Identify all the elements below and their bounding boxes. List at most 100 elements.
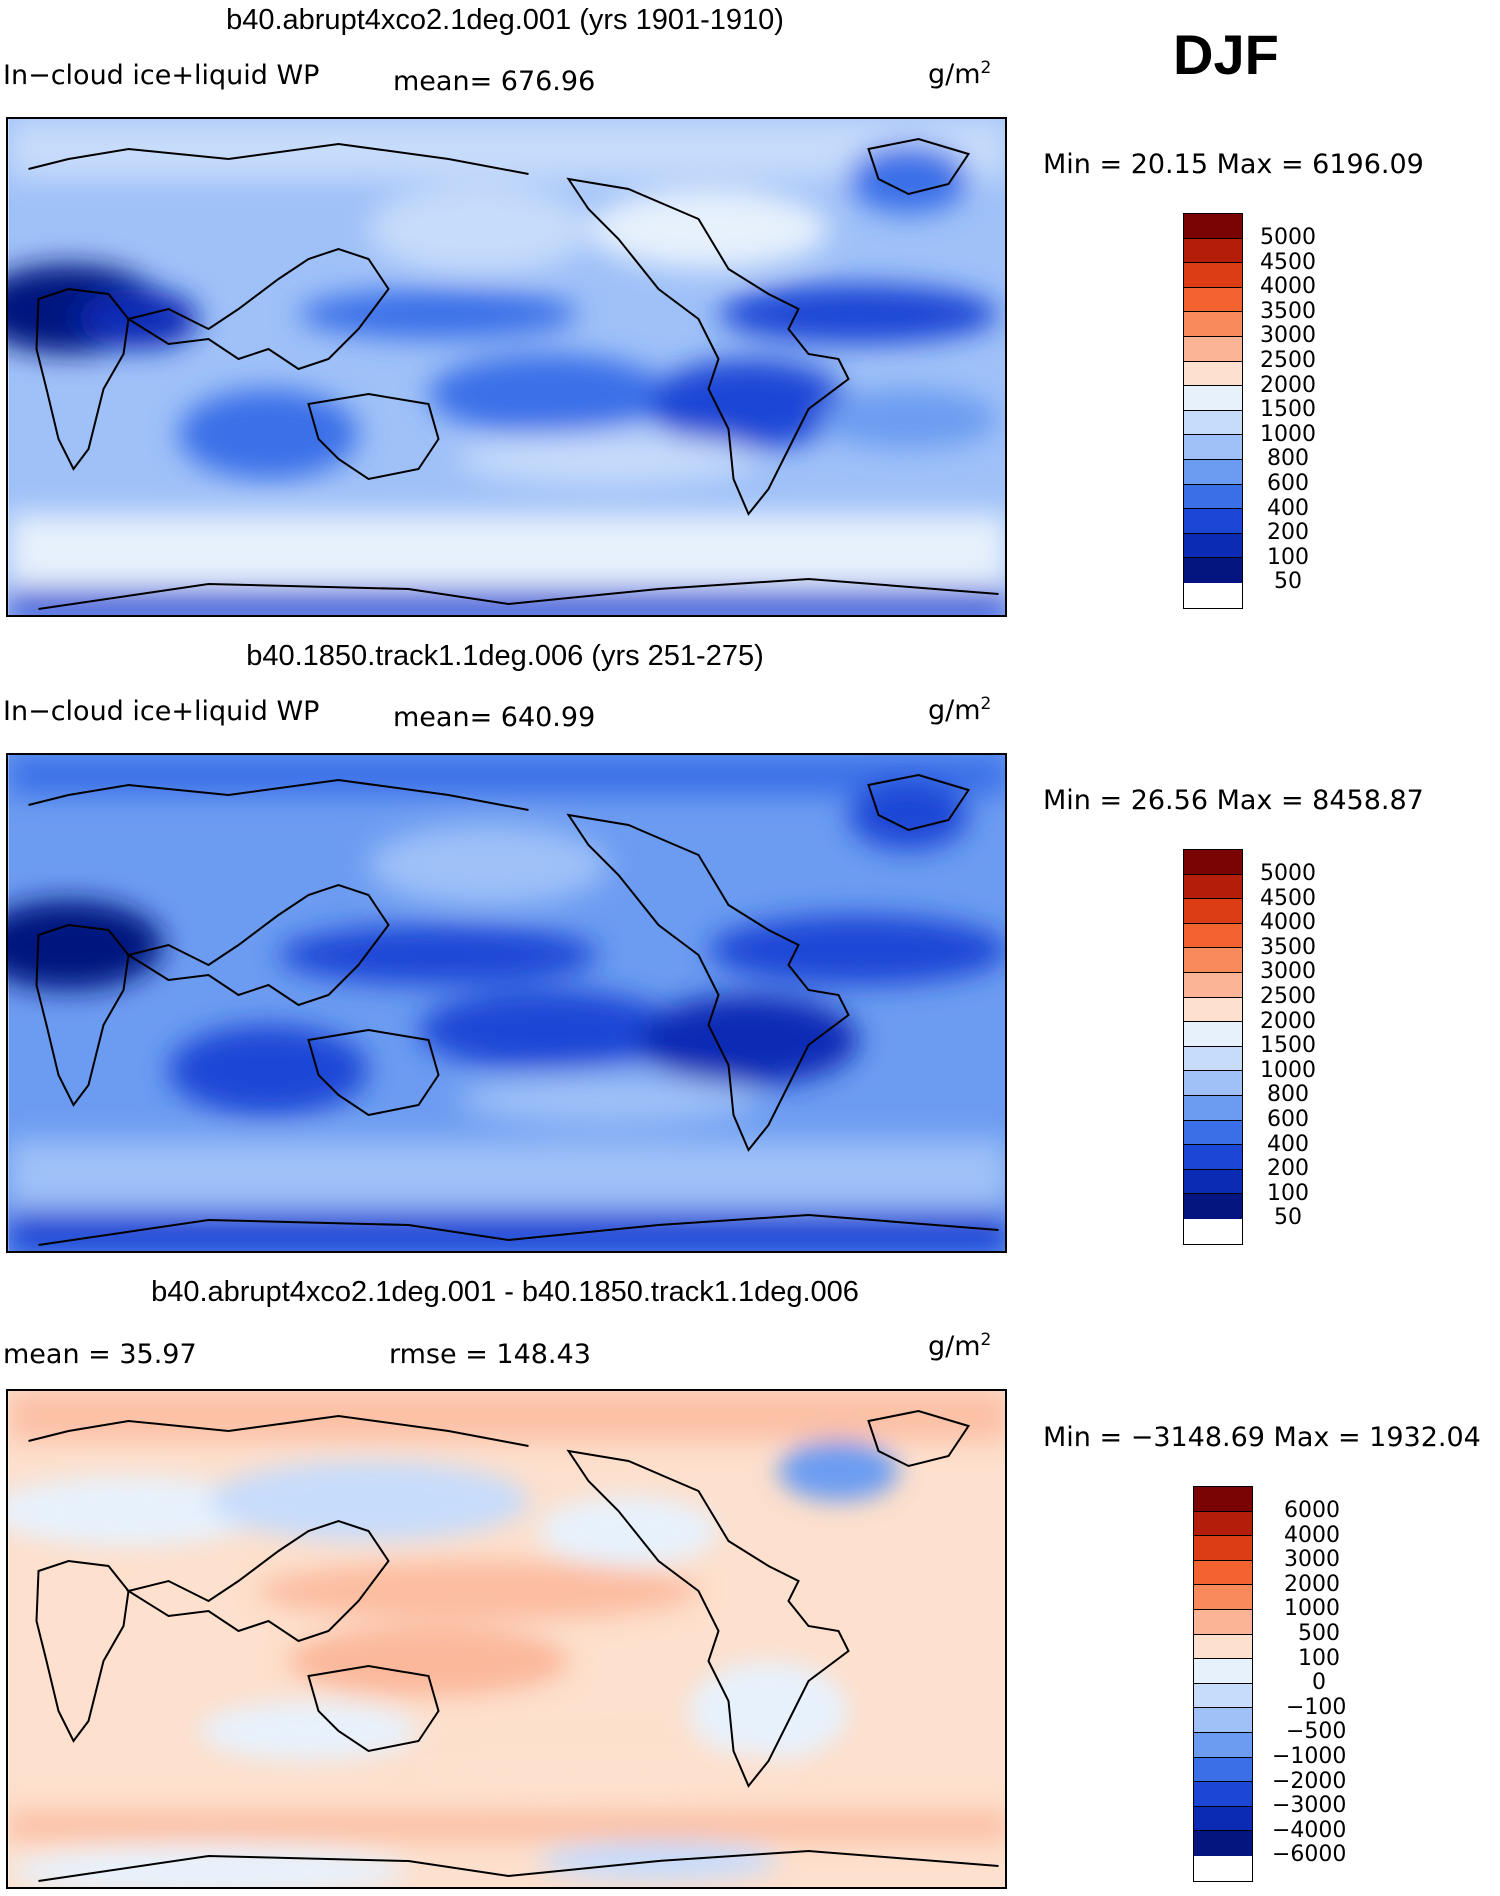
panel2-tick: 50 bbox=[1274, 1205, 1302, 1231]
panel3-tick: 0 bbox=[1312, 1670, 1326, 1696]
panel3-tick: −6000 bbox=[1272, 1842, 1347, 1868]
panel2-colorbar-bin-13 bbox=[1184, 1169, 1242, 1195]
panel2-colorbar-bin-1 bbox=[1184, 874, 1242, 900]
panel1-tick: 100 bbox=[1267, 544, 1309, 570]
panel1-colorbar-bin-2 bbox=[1184, 263, 1242, 288]
panel1-tick: 3000 bbox=[1260, 323, 1316, 349]
panel1-colorbar-bin-6 bbox=[1184, 361, 1242, 387]
panel3-map bbox=[6, 1389, 1007, 1889]
panel3-tick: 100 bbox=[1298, 1645, 1340, 1671]
panel1-mean: mean= 676.96 bbox=[393, 66, 596, 97]
panel2-colorbar bbox=[1183, 849, 1243, 1245]
panel2-variable-label: In−cloud ice+liquid WP bbox=[3, 696, 320, 727]
panel1-title: b40.abrupt4xco2.1deg.001 (yrs 1901-1910) bbox=[226, 4, 784, 36]
panel3-tick: −100 bbox=[1286, 1694, 1347, 1720]
panel3-rmse: rmse = 148.43 bbox=[389, 1339, 591, 1370]
panel3-colorbar-bin-3 bbox=[1194, 1560, 1252, 1586]
panel2-tick: 600 bbox=[1267, 1107, 1309, 1132]
panel1-variable-label: In−cloud ice+liquid WP bbox=[3, 60, 320, 91]
panel3-tick: 500 bbox=[1298, 1621, 1340, 1646]
panel3-colorbar-bin-7 bbox=[1194, 1659, 1252, 1684]
panel2-tick: 1500 bbox=[1260, 1033, 1316, 1059]
panel2-tick: 200 bbox=[1267, 1156, 1309, 1182]
panel1-tick: 1500 bbox=[1260, 397, 1316, 423]
panel1-map bbox=[6, 117, 1007, 617]
panel1-colorbar bbox=[1183, 213, 1243, 609]
panel2-mean: mean= 640.99 bbox=[393, 702, 596, 733]
panel1-tick: 2000 bbox=[1260, 372, 1316, 398]
panel2-map bbox=[6, 753, 1007, 1253]
panel3-colorbar-bin-4 bbox=[1194, 1585, 1252, 1610]
panel2-tick: 400 bbox=[1267, 1131, 1309, 1157]
panel1-colorbar-bin-7 bbox=[1184, 386, 1242, 411]
panel2-colorbar-bin-12 bbox=[1184, 1145, 1242, 1170]
panel3-colorbar-bin-5 bbox=[1194, 1609, 1252, 1635]
panel1-tick: 50 bbox=[1274, 569, 1302, 595]
panel3-tick: 2000 bbox=[1284, 1571, 1340, 1597]
panel1-tick: 2500 bbox=[1260, 348, 1316, 373]
panel2-colorbar-bin-0 bbox=[1184, 850, 1242, 875]
panel2-tick: 3000 bbox=[1260, 959, 1316, 985]
panel2-colorbar-bin-8 bbox=[1184, 1046, 1242, 1072]
panel3-colorbar-bin-10 bbox=[1194, 1732, 1252, 1758]
panel3-colorbar bbox=[1193, 1486, 1253, 1882]
panel2-tick: 1000 bbox=[1260, 1057, 1316, 1083]
panel3-colorbar-bin-8 bbox=[1194, 1683, 1252, 1709]
panel3-colorbar-bin-14 bbox=[1194, 1831, 1252, 1856]
panel3-title: b40.abrupt4xco2.1deg.001 - b40.1850.trac… bbox=[151, 1276, 859, 1308]
panel2-colorbar-bin-5 bbox=[1184, 972, 1242, 998]
panel1-colorbar-bin-12 bbox=[1184, 509, 1242, 534]
panel1-colorbar-bin-8 bbox=[1184, 410, 1242, 436]
panel1-colorbar-bin-13 bbox=[1184, 533, 1242, 559]
panel3-colorbar-bin-12 bbox=[1194, 1782, 1252, 1807]
panel2-minmax: Min = 26.56 Max = 8458.87 bbox=[1043, 785, 1424, 816]
panel3-tick: −2000 bbox=[1272, 1768, 1347, 1794]
panel1-tick: 800 bbox=[1267, 446, 1309, 472]
panel3-unit: g/m2 bbox=[928, 1330, 992, 1362]
panel1-colorbar-bin-3 bbox=[1184, 287, 1242, 313]
panel2-colorbar-bin-11 bbox=[1184, 1120, 1242, 1146]
panel2-tick: 2000 bbox=[1260, 1008, 1316, 1034]
panel2-tick: 2500 bbox=[1260, 984, 1316, 1009]
panel2-colorbar-bin-2 bbox=[1184, 899, 1242, 924]
panel1-colorbar-bin-10 bbox=[1184, 459, 1242, 485]
panel2-title: b40.1850.track1.1deg.006 (yrs 251-275) bbox=[246, 640, 764, 672]
panel1-tick: 200 bbox=[1267, 520, 1309, 546]
panel2-colorbar-bin-6 bbox=[1184, 997, 1242, 1023]
panel1-unit: g/m2 bbox=[928, 58, 992, 90]
panel3-mean: mean = 35.97 bbox=[3, 1339, 197, 1370]
panel3-tick: −500 bbox=[1286, 1719, 1347, 1745]
panel3-tick: 6000 bbox=[1284, 1498, 1340, 1523]
panel1-colorbar-bin-14 bbox=[1184, 558, 1242, 583]
panel2-tick: 5000 bbox=[1260, 861, 1316, 886]
panel1-tick: 4000 bbox=[1260, 274, 1316, 300]
panel3-tick: 4000 bbox=[1284, 1522, 1340, 1548]
panel1-tick: 4500 bbox=[1260, 249, 1316, 275]
panel2-colorbar-bin-10 bbox=[1184, 1095, 1242, 1121]
panel3-tick: 1000 bbox=[1284, 1596, 1340, 1622]
panel2-tick: 3500 bbox=[1260, 934, 1316, 960]
panel1-colorbar-bin-1 bbox=[1184, 238, 1242, 264]
panel3-minmax: Min = −3148.69 Max = 1932.04 bbox=[1043, 1422, 1481, 1453]
panel2-tick: 800 bbox=[1267, 1082, 1309, 1108]
panel3-colorbar-bin-13 bbox=[1194, 1806, 1252, 1832]
panel1-colorbar-bin-4 bbox=[1184, 312, 1242, 337]
panel1-colorbar-bin-0 bbox=[1184, 214, 1242, 239]
panel2-tick: 100 bbox=[1267, 1180, 1309, 1206]
panel2-colorbar-bin-14 bbox=[1184, 1194, 1242, 1219]
panel3-colorbar-bin-1 bbox=[1194, 1511, 1252, 1537]
panel3-tick: −3000 bbox=[1272, 1793, 1347, 1819]
panel2-unit: g/m2 bbox=[928, 694, 992, 726]
panel1-colorbar-bin-5 bbox=[1184, 336, 1242, 362]
panel3-tick: 3000 bbox=[1284, 1547, 1340, 1573]
panel3-colorbar-bin-11 bbox=[1194, 1757, 1252, 1783]
panel2-tick: 4500 bbox=[1260, 885, 1316, 911]
panel1-minmax: Min = 20.15 Max = 6196.09 bbox=[1043, 149, 1424, 180]
panel1-colorbar-bin-9 bbox=[1184, 435, 1242, 460]
panel1-tick: 3500 bbox=[1260, 298, 1316, 324]
panel2-colorbar-bin-3 bbox=[1184, 923, 1242, 949]
panel3-colorbar-bin-2 bbox=[1194, 1536, 1252, 1561]
panel1-tick: 400 bbox=[1267, 495, 1309, 521]
panel1-tick: 5000 bbox=[1260, 225, 1316, 250]
panel3-tick: −1000 bbox=[1272, 1744, 1347, 1769]
